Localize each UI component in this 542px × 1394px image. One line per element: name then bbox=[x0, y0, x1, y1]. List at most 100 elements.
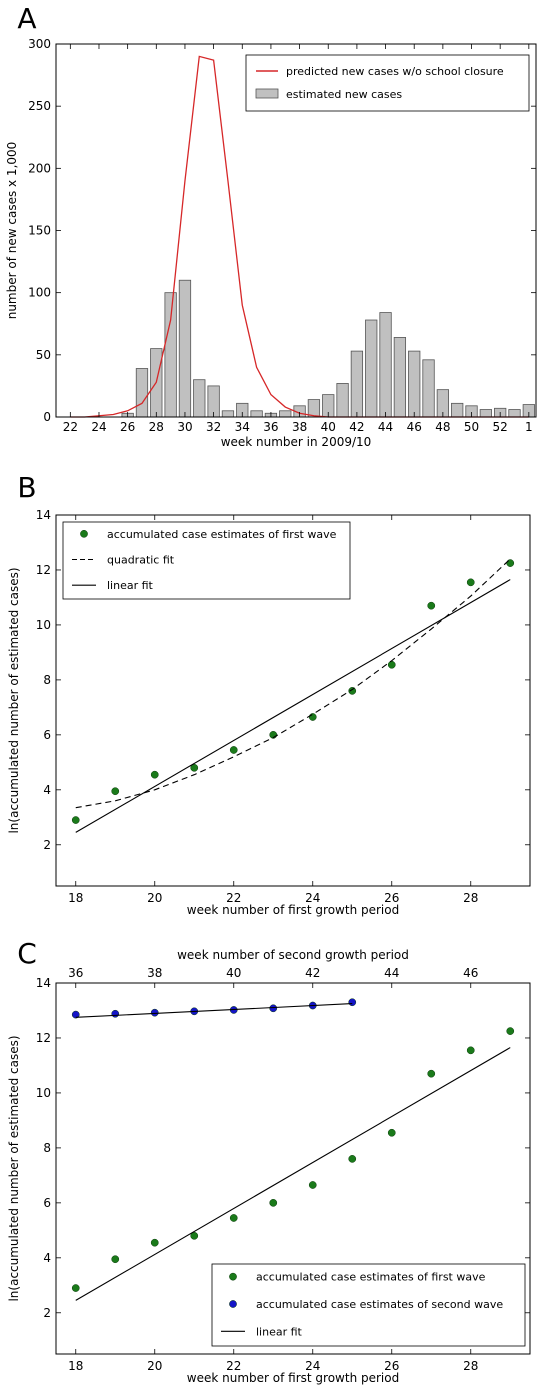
x-tick-label: 38 bbox=[292, 420, 307, 434]
linear-fit-line bbox=[75, 579, 511, 833]
bar bbox=[221, 410, 235, 418]
x-tick-label: 24 bbox=[91, 420, 106, 434]
legend: accumulated case estimates of first wave… bbox=[62, 521, 351, 600]
x-tick-label: 26 bbox=[120, 420, 135, 434]
bar bbox=[350, 350, 364, 418]
bar bbox=[451, 402, 464, 418]
x2-tick-label: 42 bbox=[305, 966, 320, 980]
x-tick-label: 1 bbox=[525, 420, 533, 434]
x-tick-label: 22 bbox=[63, 420, 78, 434]
x-tick-label: 40 bbox=[321, 420, 336, 434]
data-point bbox=[348, 998, 357, 1007]
x2-tick-label: 44 bbox=[384, 966, 399, 980]
x-tick-label: 28 bbox=[149, 420, 164, 434]
data-point bbox=[427, 1069, 436, 1078]
legend-label: accumulated case estimates of first wave bbox=[107, 528, 337, 541]
data-point bbox=[71, 1284, 80, 1292]
y-tick-label: 6 bbox=[43, 1196, 51, 1210]
x-tick-label: 20 bbox=[147, 891, 162, 905]
x-tick-label: 26 bbox=[384, 891, 399, 905]
legend: accumulated case estimates of first wave… bbox=[211, 1263, 526, 1347]
y-axis-label: ln(accumulated number of estimated cases… bbox=[7, 567, 21, 833]
quadratic-fit-line bbox=[75, 558, 511, 809]
x-tick-label: 24 bbox=[305, 891, 320, 905]
x-tick-label: 34 bbox=[235, 420, 250, 434]
x-tick-label: 44 bbox=[378, 420, 393, 434]
data-point bbox=[348, 687, 357, 695]
bar bbox=[393, 337, 407, 418]
data-point bbox=[387, 1128, 396, 1137]
data-point bbox=[308, 1181, 317, 1189]
legend-label-estimated: estimated new cases bbox=[286, 88, 402, 101]
x-tick-label: 36 bbox=[263, 420, 278, 434]
data-point bbox=[308, 713, 317, 721]
data-point bbox=[229, 1214, 238, 1222]
data-point bbox=[269, 1199, 278, 1207]
data-point bbox=[348, 1155, 357, 1163]
y-tick-label: 14 bbox=[36, 976, 51, 990]
legend-swatch-estimated bbox=[255, 88, 279, 99]
bar bbox=[164, 292, 177, 418]
y-tick-label: 150 bbox=[28, 224, 51, 238]
y-tick-label: 100 bbox=[28, 286, 51, 300]
y-tick-label: 10 bbox=[36, 1086, 51, 1100]
legend-label: linear fit bbox=[256, 1325, 303, 1338]
legend-box bbox=[62, 521, 351, 600]
data-point bbox=[111, 1255, 120, 1264]
data-point bbox=[466, 578, 475, 587]
legend-label: accumulated case estimates of second wav… bbox=[256, 1298, 503, 1311]
x-tick-label: 22 bbox=[226, 1359, 241, 1373]
bar bbox=[279, 410, 292, 418]
y-tick-label: 6 bbox=[43, 728, 51, 742]
x-tick-label: 24 bbox=[305, 1359, 320, 1373]
bar bbox=[135, 368, 149, 418]
x-tick-label: 28 bbox=[463, 891, 478, 905]
data-point bbox=[190, 763, 199, 772]
data-point bbox=[466, 1046, 475, 1055]
data-point bbox=[427, 601, 436, 610]
plot-frame bbox=[55, 982, 531, 1355]
data-point bbox=[150, 1008, 159, 1017]
x-tick-label: 20 bbox=[147, 1359, 162, 1373]
y-tick-label: 8 bbox=[43, 1141, 51, 1155]
y-tick-label: 12 bbox=[36, 563, 51, 577]
x-tick-label: 52 bbox=[493, 420, 508, 434]
legend-label: linear fit bbox=[107, 579, 154, 592]
bar bbox=[178, 279, 192, 418]
y-tick-label: 14 bbox=[36, 508, 51, 522]
bar bbox=[336, 383, 349, 418]
linear-fit-line bbox=[75, 1047, 511, 1301]
legend-swatch bbox=[80, 529, 88, 538]
data-point bbox=[71, 1010, 80, 1019]
x2-tick-label: 46 bbox=[463, 966, 478, 980]
legend-box bbox=[245, 54, 530, 112]
data-point bbox=[229, 746, 238, 754]
legend-label: accumulated case estimates of first wave bbox=[256, 1271, 486, 1284]
data-point bbox=[150, 1238, 159, 1247]
y-tick-label: 2 bbox=[43, 838, 51, 852]
x-axis-label: week number of first growth period bbox=[187, 1371, 399, 1385]
x-tick-label: 46 bbox=[407, 420, 422, 434]
data-point bbox=[387, 660, 396, 669]
x-tick-label: 28 bbox=[463, 1359, 478, 1373]
data-point bbox=[506, 1027, 515, 1035]
data-point bbox=[111, 1009, 120, 1018]
x-tick-label: 42 bbox=[349, 420, 364, 434]
y-tick-label: 300 bbox=[28, 37, 51, 51]
legend: predicted new cases w/o school closure es… bbox=[245, 54, 530, 112]
x-tick-label: 26 bbox=[384, 1359, 399, 1373]
y-tick-label: 250 bbox=[28, 99, 51, 113]
y-axis-label: ln(accumulated number of estimated cases… bbox=[7, 1035, 21, 1301]
plot-frame bbox=[55, 43, 537, 418]
y-tick-label: 200 bbox=[28, 161, 51, 175]
y-axis-label: number of new cases x 1,000 bbox=[5, 142, 19, 320]
bar bbox=[250, 410, 263, 418]
x2-tick-label: 36 bbox=[68, 966, 83, 980]
x-tick-label: 18 bbox=[68, 891, 83, 905]
legend-label-predicted: predicted new cases w/o school closure bbox=[286, 65, 504, 78]
x-axis-label: week number of first growth period bbox=[187, 903, 399, 917]
bar bbox=[193, 379, 206, 418]
